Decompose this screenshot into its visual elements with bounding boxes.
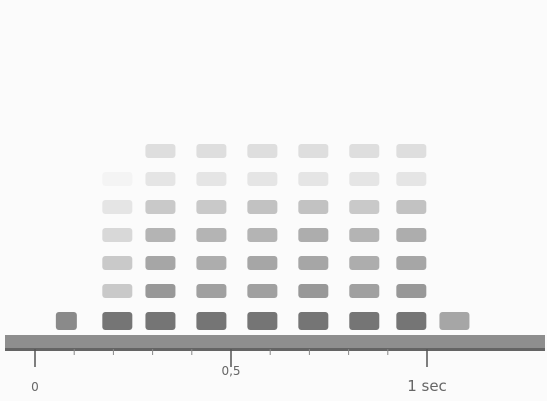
cell-row-4-col-3 (196, 228, 227, 242)
cell-row-1-col-0 (55, 312, 77, 330)
cell-row-3-col-5 (298, 256, 329, 270)
cell-row-2-col-7 (396, 284, 427, 298)
cell-row-4-col-6 (349, 228, 380, 242)
cell-row-2-col-3 (196, 284, 227, 298)
baseline-band (5, 335, 545, 351)
cell-row-7-col-4 (247, 144, 278, 158)
cell-row-4-col-1 (102, 228, 133, 242)
cell-row-5-col-3 (196, 200, 227, 214)
cell-row-3-col-2 (145, 256, 176, 270)
cell-row-3-col-1 (102, 256, 133, 270)
cell-row-4-col-5 (298, 228, 329, 242)
cell-row-7-col-2 (145, 144, 176, 158)
cell-row-6-col-7 (396, 172, 427, 186)
cell-row-4-col-2 (145, 228, 176, 242)
cell-row-6-col-1 (102, 172, 133, 186)
cell-row-3-col-4 (247, 256, 278, 270)
cell-row-7-col-6 (349, 144, 380, 158)
cell-row-5-col-4 (247, 200, 278, 214)
cell-row-2-col-2 (145, 284, 176, 298)
cell-row-5-col-5 (298, 200, 329, 214)
cell-row-4-col-4 (247, 228, 278, 242)
cell-row-1-col-8 (439, 312, 470, 330)
cell-row-7-col-5 (298, 144, 329, 158)
cell-row-5-col-6 (349, 200, 380, 214)
cell-row-5-col-2 (145, 200, 176, 214)
cell-row-6-col-6 (349, 172, 380, 186)
cell-row-1-col-2 (145, 312, 176, 330)
cell-row-1-col-3 (196, 312, 227, 330)
cell-row-7-col-7 (396, 144, 427, 158)
cell-row-2-col-6 (349, 284, 380, 298)
cell-row-2-col-4 (247, 284, 278, 298)
cell-row-5-col-1 (102, 200, 133, 214)
cell-row-3-col-7 (396, 256, 427, 270)
cell-row-6-col-3 (196, 172, 227, 186)
cell-row-1-col-1 (102, 312, 133, 330)
cell-row-6-col-4 (247, 172, 278, 186)
cell-row-6-col-2 (145, 172, 176, 186)
cell-row-3-col-3 (196, 256, 227, 270)
cell-row-7-col-3 (196, 144, 227, 158)
cell-row-6-col-5 (298, 172, 329, 186)
cell-row-2-col-1 (102, 284, 133, 298)
cell-row-1-col-5 (298, 312, 329, 330)
x-tick-label-1: 0,5 (221, 364, 241, 378)
baseline-edge (5, 348, 545, 351)
cell-row-1-col-6 (349, 312, 380, 330)
x-tick-label-2: 1 sec (407, 377, 447, 395)
cell-row-2-col-5 (298, 284, 329, 298)
cell-row-1-col-4 (247, 312, 278, 330)
cell-row-4-col-7 (396, 228, 427, 242)
x-tick-label-0: 0 (31, 380, 39, 394)
cell-row-1-col-7 (396, 312, 427, 330)
cell-row-5-col-7 (396, 200, 427, 214)
cell-row-3-col-6 (349, 256, 380, 270)
